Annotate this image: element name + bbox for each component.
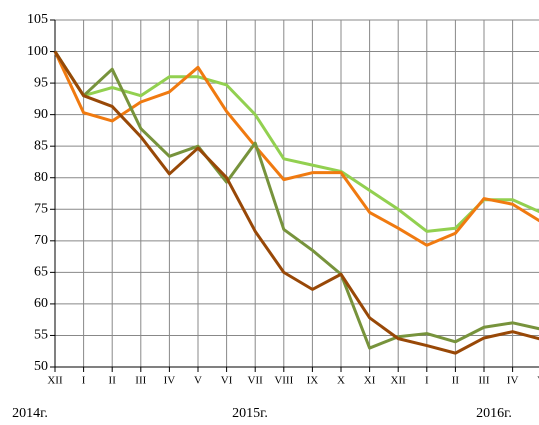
x-tick-label: VIII	[274, 375, 293, 387]
y-tick-label: 90	[34, 107, 48, 122]
x-tick-label: IX	[307, 375, 319, 387]
y-tick-label: 70	[34, 233, 48, 248]
x-tick-label: I	[82, 375, 86, 387]
x-tick-label: XII	[47, 375, 63, 387]
year-label: 2014г.	[12, 406, 48, 421]
series-line	[53, 50, 539, 350]
series-line	[53, 50, 539, 355]
x-tick-label: II	[452, 375, 460, 387]
x-tick-label: V	[194, 375, 202, 387]
x-tick-label: III	[135, 375, 146, 387]
x-tick-label: VI	[221, 375, 233, 387]
y-tick-label: 60	[34, 296, 48, 311]
x-tick-label: III	[479, 375, 490, 387]
x-tick-label: V	[537, 375, 539, 387]
year-label: 2015г.	[232, 406, 268, 421]
x-tick-label: VII	[248, 375, 264, 387]
y-tick-label: 100	[27, 44, 48, 59]
x-tick-label: IV	[507, 375, 519, 387]
x-tick-label: II	[109, 375, 117, 387]
series-line	[53, 50, 539, 233]
x-tick-label: XI	[364, 375, 376, 387]
x-tick-label: I	[425, 375, 429, 387]
x-tick-label: XII	[391, 375, 407, 387]
y-tick-label: 65	[34, 265, 48, 280]
y-tick-label: 80	[34, 170, 48, 185]
y-tick-label: 50	[34, 359, 48, 374]
y-tick-label: 55	[34, 328, 48, 343]
y-tick-label: 85	[34, 138, 48, 153]
y-tick-label: 105	[27, 12, 48, 27]
x-tick-label: X	[337, 375, 345, 387]
x-tick-label: IV	[164, 375, 176, 387]
series-line	[53, 50, 539, 247]
y-tick-label: 75	[34, 201, 48, 216]
year-label: 2016г.	[476, 406, 512, 421]
y-tick-label: 95	[34, 75, 48, 90]
